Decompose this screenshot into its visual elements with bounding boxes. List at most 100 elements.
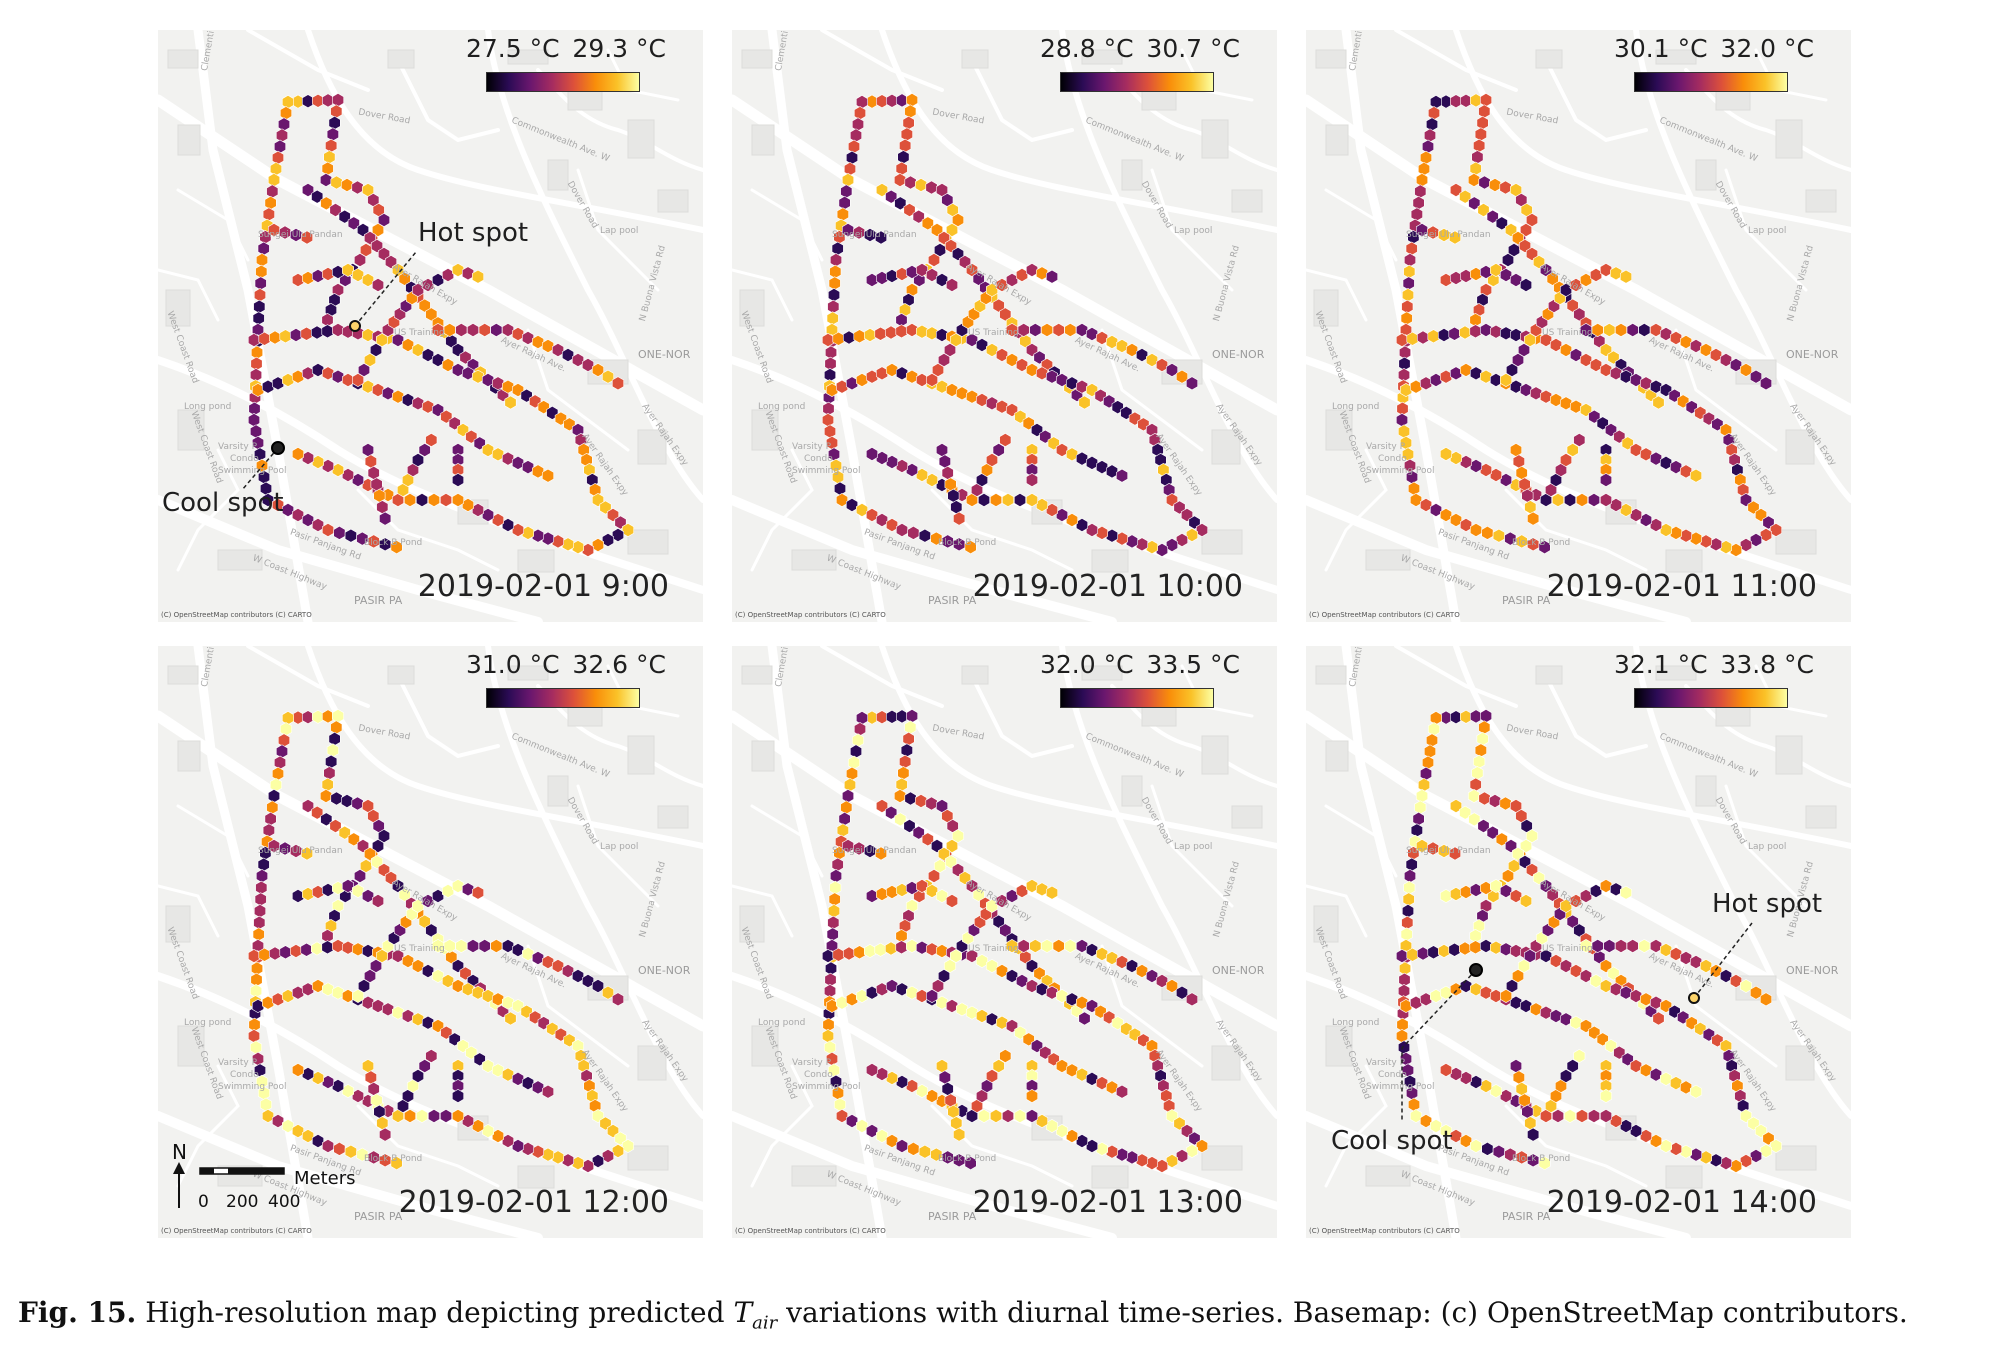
hex-cell — [321, 777, 334, 792]
hex-cell — [1649, 1134, 1663, 1148]
hex-cell — [407, 463, 420, 477]
hex-cell — [262, 1109, 274, 1123]
map-panel-6: Clementi Dover Road Commonwealth Ave. W … — [1306, 646, 1851, 1238]
hexagon-grid — [1396, 709, 1783, 1173]
hex-cell — [1412, 195, 1425, 210]
hex-cell — [1470, 709, 1482, 724]
hex-cell — [1052, 939, 1065, 953]
hex-cell — [466, 323, 480, 337]
hex-cell — [312, 709, 324, 724]
hex-cell — [1490, 263, 1502, 277]
hex-cell — [541, 531, 555, 546]
hex-cell — [1470, 93, 1482, 108]
hex-cell — [311, 325, 323, 340]
hex-cell — [826, 999, 838, 1013]
hex-cell — [838, 811, 851, 826]
hex-cell — [999, 1049, 1012, 1063]
hex-cell — [1566, 914, 1579, 929]
hex-cell — [1418, 161, 1430, 176]
hex-cell — [551, 534, 565, 549]
hex-cell — [842, 223, 854, 237]
hex-cell — [1769, 1139, 1783, 1153]
hex-cell — [866, 273, 878, 287]
hex-cell — [302, 94, 314, 109]
hex-cell — [342, 324, 354, 339]
hex-cell — [1450, 1067, 1462, 1081]
hex-cell — [1450, 513, 1462, 527]
hex-cell — [1055, 1124, 1069, 1138]
hex-cell — [915, 794, 927, 808]
hex-cell — [329, 203, 342, 217]
hex-cell — [1492, 1144, 1505, 1159]
hex-cell — [1500, 942, 1512, 957]
hex-cell — [1518, 1093, 1531, 1108]
hex-cell — [491, 376, 505, 391]
hex-cell — [1427, 225, 1439, 240]
hex-cell — [338, 209, 351, 224]
hex-cell — [966, 949, 978, 963]
hex-cell — [875, 230, 887, 245]
hex-cell — [936, 944, 948, 958]
hex-cell — [531, 464, 545, 479]
hex-cell — [995, 1015, 1009, 1030]
hex-cell — [1476, 115, 1489, 130]
street-label-one-north: ONE-NOR — [638, 964, 691, 977]
hex-cell — [946, 383, 958, 397]
hex-cell — [1524, 500, 1537, 515]
hex-cell — [1540, 1109, 1552, 1123]
hex-cell — [930, 531, 943, 546]
hex-cell — [312, 455, 324, 469]
scale-tick-400: 400 — [268, 1192, 301, 1212]
hex-cell — [1410, 1109, 1422, 1123]
hex-cell — [1035, 266, 1049, 281]
hex-cell — [964, 540, 977, 555]
hex-cell — [364, 454, 377, 469]
hex-cell — [1699, 1150, 1713, 1165]
hex-cell — [1428, 106, 1440, 121]
hex-cell — [379, 511, 392, 526]
colorbar: 30.1 °C 32.0 °C — [1614, 34, 1814, 98]
hex-cell — [999, 433, 1012, 447]
hex-cell — [1015, 358, 1029, 372]
hex-cell — [431, 969, 445, 983]
hex-cell — [1512, 847, 1524, 861]
colorbar-min-label: 28.8 °C — [1040, 34, 1134, 63]
hex-cell — [1414, 800, 1427, 815]
hex-cell — [1639, 513, 1653, 527]
hex-cell — [1490, 989, 1502, 1003]
hex-cell — [1075, 1067, 1089, 1082]
hex-cell — [371, 855, 383, 869]
hexagon-grid — [1396, 93, 1783, 557]
hex-cell — [362, 379, 374, 394]
hex-cell — [481, 373, 495, 387]
hex-cell — [931, 223, 943, 237]
hex-cell — [1025, 1089, 1039, 1103]
hex-cell — [1593, 950, 1606, 965]
hex-cell — [321, 324, 334, 339]
hex-cell — [421, 964, 435, 978]
hex-cell — [541, 468, 555, 483]
hex-cell — [1478, 104, 1491, 119]
hex-cell — [372, 999, 384, 1013]
hex-cell — [280, 106, 292, 121]
hex-cell — [302, 513, 314, 527]
hex-cell — [1599, 473, 1613, 487]
hex-cell — [853, 329, 866, 344]
hex-cell — [972, 271, 985, 286]
hex-cell — [936, 995, 948, 1010]
hex-cell — [1430, 95, 1442, 109]
hex-cell — [842, 789, 854, 803]
hex-cell — [1078, 395, 1091, 410]
hex-cell — [944, 477, 957, 492]
hex-cell — [1486, 209, 1499, 224]
hex-cell — [300, 326, 313, 341]
hex-cell — [322, 523, 334, 537]
hex-cell — [824, 424, 836, 439]
hex-cell — [1414, 184, 1427, 199]
hex-cell — [866, 508, 878, 522]
hex-cell — [1699, 959, 1713, 973]
hex-cell — [1599, 979, 1613, 993]
hex-cell — [1560, 1012, 1573, 1027]
hex-cell — [904, 104, 917, 119]
hex-cell — [1614, 939, 1628, 953]
